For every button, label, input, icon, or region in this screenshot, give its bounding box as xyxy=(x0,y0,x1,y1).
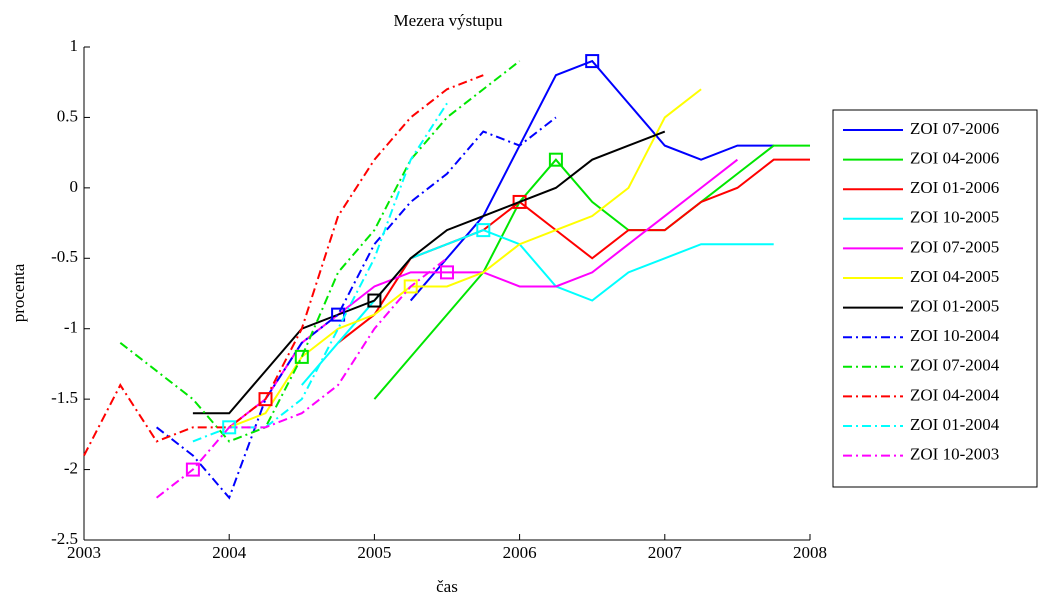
series-line xyxy=(373,144,810,400)
series-line xyxy=(83,74,484,456)
chart-title: Mezera výstupu xyxy=(393,11,503,30)
forecast-marker xyxy=(440,265,454,280)
legend-label: ZOI 01-2006 xyxy=(910,178,999,197)
y-tick-label: -1 xyxy=(64,318,78,337)
y-tick-label: -2 xyxy=(64,458,78,477)
x-tick-label: 2008 xyxy=(793,543,827,562)
forecast-marker xyxy=(548,152,563,167)
x-tick-label: 2007 xyxy=(648,543,683,562)
x-tick-label: 2006 xyxy=(503,543,537,562)
x-tick-label: 2005 xyxy=(357,543,391,562)
forecast-marker xyxy=(294,349,309,364)
legend-label: ZOI 04-2006 xyxy=(910,149,999,168)
y-tick-label: 0.5 xyxy=(57,106,78,125)
forecast-marker xyxy=(585,54,600,69)
series-line xyxy=(192,130,666,415)
y-tick-label: 0 xyxy=(70,177,79,196)
legend-label: ZOI 10-2004 xyxy=(910,326,1000,345)
forecast-marker xyxy=(403,279,418,294)
forecast-marker xyxy=(512,194,527,209)
y-tick-label: -1.5 xyxy=(51,388,78,407)
x-tick-label: 2003 xyxy=(67,543,101,562)
y-tick-label: -0.5 xyxy=(51,247,78,266)
series-line xyxy=(155,257,448,499)
forecast-marker xyxy=(258,392,273,407)
x-tick-label: 2004 xyxy=(212,543,247,562)
legend-label: ZOI 01-2004 xyxy=(910,415,1000,434)
legend-label: ZOI 10-2005 xyxy=(910,208,999,227)
forecast-marker xyxy=(367,293,382,308)
forecast-marker xyxy=(185,462,200,477)
y-tick-label: -2.5 xyxy=(51,529,78,548)
series-line xyxy=(409,59,774,302)
legend-label: ZOI 07-2005 xyxy=(910,237,999,256)
forecast-marker xyxy=(476,223,491,238)
forecast-marker xyxy=(222,420,237,435)
legend-label: ZOI 04-2005 xyxy=(910,267,999,286)
legend-label: ZOI 10-2003 xyxy=(910,445,999,464)
series-line xyxy=(337,158,810,344)
legend-label: ZOI 07-2006 xyxy=(910,119,999,138)
y-axis-label: procenta xyxy=(9,263,28,322)
legend-label: ZOI 07-2004 xyxy=(910,356,1000,375)
forecast-marker xyxy=(331,307,346,322)
series-line xyxy=(228,158,739,429)
legend-box xyxy=(832,109,1038,488)
x-axis-label: čas xyxy=(436,577,458,596)
series-line xyxy=(301,229,774,386)
y-tick-label: 1 xyxy=(70,36,79,55)
series-line xyxy=(119,60,521,443)
legend-label: ZOI 01-2005 xyxy=(910,297,999,316)
legend-label: ZOI 04-2004 xyxy=(910,385,1000,404)
series-line xyxy=(228,88,702,429)
